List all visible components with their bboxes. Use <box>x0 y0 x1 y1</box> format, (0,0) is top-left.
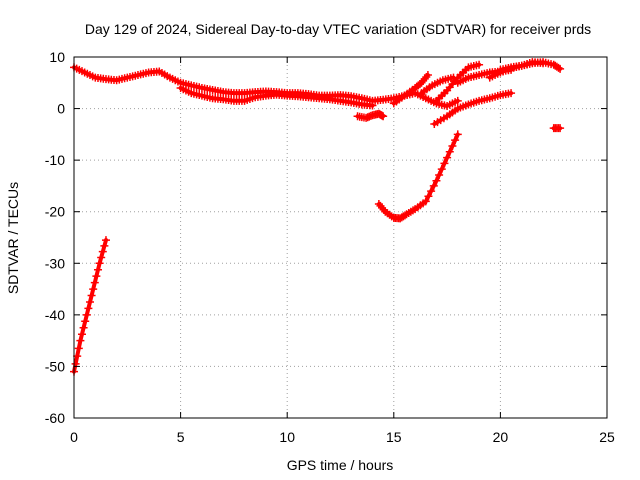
data-point <box>424 192 433 201</box>
data-point <box>87 291 96 300</box>
data-point <box>556 64 565 73</box>
series-arc-rise-17 <box>432 60 484 105</box>
data-point <box>421 197 430 206</box>
ticks: 0 5 10 15 20 25 -60 -50 -40 -30 -20 -10 0 10 <box>45 49 615 445</box>
data-point <box>76 336 85 345</box>
data-point <box>84 304 93 313</box>
series-arc-short-right <box>549 124 565 133</box>
data-point <box>73 352 82 361</box>
data-point <box>85 297 94 306</box>
chart-title: Day 129 of 2024, Sidereal Day-to-day VTE… <box>85 21 591 37</box>
data-point <box>368 101 377 110</box>
y-tick-label: -20 <box>45 204 65 220</box>
series-line <box>432 91 514 126</box>
data-point <box>89 285 98 294</box>
data-point <box>554 63 563 72</box>
data-point <box>92 272 101 281</box>
x-tick-label: 25 <box>599 429 615 445</box>
data-point <box>90 278 99 287</box>
series-arc-low-right <box>430 89 516 129</box>
data-point <box>475 60 484 69</box>
series-arc-rise-20 <box>496 58 548 74</box>
y-tick-label: -50 <box>45 358 65 374</box>
x-tick-label: 0 <box>70 429 78 445</box>
data-point <box>432 176 441 185</box>
series-arc-rise-16 <box>417 73 458 98</box>
y-tick-label: 10 <box>49 49 65 65</box>
data-point <box>448 141 457 150</box>
data-point <box>556 124 565 133</box>
series-arc-dip <box>353 109 388 122</box>
data-point <box>82 310 91 319</box>
data-point <box>93 265 102 274</box>
data-point <box>453 130 462 139</box>
x-axis-label: GPS time / hours <box>287 457 394 473</box>
data-point <box>101 236 110 245</box>
x-tick-label: 20 <box>493 429 509 445</box>
data-point <box>539 59 548 68</box>
data-point <box>77 330 86 339</box>
y-tick-label: -40 <box>45 307 65 323</box>
data-point <box>440 159 449 168</box>
data-point <box>435 170 444 179</box>
data-point <box>443 153 452 162</box>
data-point <box>81 317 90 326</box>
y-tick-label: 0 <box>57 101 65 117</box>
x-tick-label: 15 <box>386 429 402 445</box>
data-point <box>427 187 436 196</box>
data-point <box>507 89 516 98</box>
data-point <box>445 147 454 156</box>
y-tick-label: -60 <box>45 410 65 426</box>
series-arc-steep-start <box>70 236 110 376</box>
data-point <box>379 112 388 121</box>
data-point <box>98 247 107 256</box>
data-series <box>70 58 565 376</box>
grid <box>74 57 607 418</box>
y-axis-label: SDTVAR / TECUs <box>5 182 21 294</box>
plot-frame <box>73 56 608 419</box>
series-arc-main-b <box>176 83 377 110</box>
series-arc-main-a <box>70 63 462 110</box>
data-point <box>437 165 446 174</box>
y-tick-label: -30 <box>45 255 65 271</box>
data-point <box>453 96 462 105</box>
series-arc-rise-15 <box>389 71 432 108</box>
data-point <box>95 259 104 268</box>
data-point <box>79 323 88 332</box>
data-point <box>97 253 106 262</box>
x-tick-label: 5 <box>177 429 185 445</box>
x-tick-label: 10 <box>279 429 295 445</box>
data-point <box>100 241 109 250</box>
y-tick-label: -10 <box>45 152 65 168</box>
series-arc-trough-15 <box>374 130 462 223</box>
data-point <box>429 181 438 190</box>
data-point <box>423 71 432 80</box>
data-point <box>74 344 83 353</box>
data-point <box>451 136 460 145</box>
